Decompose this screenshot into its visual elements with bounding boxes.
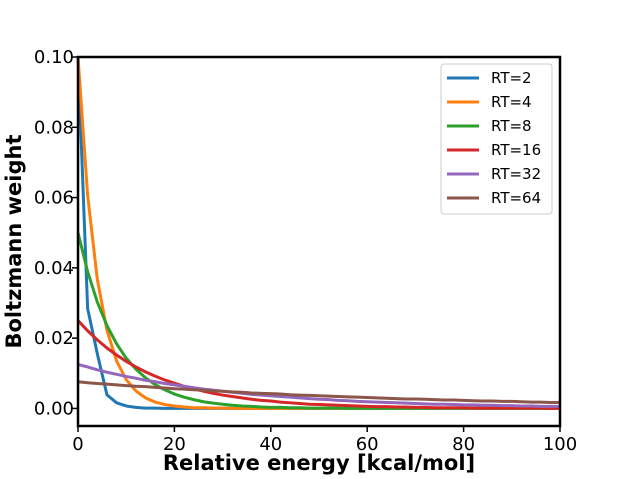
x-axis-ticks: 0 20 40 60 80 100 [72,426,577,455]
legend: RT=2 RT=4 RT=8 RT=16 RT=32 RT=64 [440,63,553,215]
x-tick-label: 80 [452,434,475,455]
legend-label: RT=16 [491,141,541,159]
legend-label: RT=64 [491,189,541,207]
legend-label: RT=4 [491,93,532,111]
x-tick-label: 0 [72,434,83,455]
series-line-rt-16 [76,319,560,410]
x-tick-label: 40 [259,434,282,455]
plot-frame [76,55,562,428]
series-line-rt-32 [77,363,560,408]
y-tick-label: 0.02 [34,328,74,349]
y-tick-label: 0.06 [34,188,74,209]
y-axis-label: Boltzmann weight [2,134,26,348]
series-layer [76,56,560,410]
legend-label: RT=8 [491,117,532,135]
legend-label: RT=32 [491,165,541,183]
series-line-rt-64 [77,380,560,404]
x-tick-label: 60 [356,434,379,455]
y-tick-label: 0.00 [34,398,74,419]
y-tick-label: 0.08 [34,117,74,138]
y-tick-label: 0.04 [34,258,74,279]
x-tick-label: 100 [543,434,577,455]
x-tick-label: 20 [163,434,186,455]
y-axis-ticks: 0.00 0.02 0.04 0.06 0.08 0.10 [34,47,78,419]
legend-label: RT=2 [491,69,532,87]
x-axis-label: Relative energy [kcal/mol] [163,451,475,475]
y-tick-label: 0.10 [34,47,74,68]
